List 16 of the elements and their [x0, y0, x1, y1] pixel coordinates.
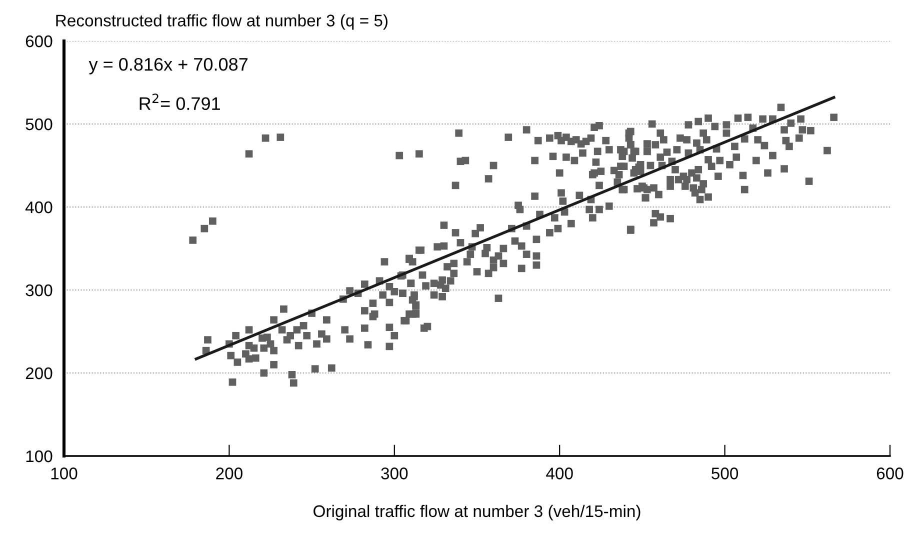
x-tick-label: 300 [381, 468, 408, 480]
x-tick-label: 500 [712, 468, 738, 480]
x-tick-label: 200 [216, 468, 242, 480]
y-tick-label: 500 [26, 118, 52, 130]
x-axis-title: Original traffic flow at number 3 (veh/15-min) [314, 504, 640, 520]
annotation: R$^{2}$= 0.791 [140, 94, 220, 110]
y-tick-label: 600 [26, 35, 52, 48]
y-tick-label: 400 [25, 201, 52, 214]
x-tick-label: 100 [51, 468, 78, 480]
x-tick-label: 600 [876, 468, 904, 480]
y-tick-label: 200 [26, 367, 52, 380]
y-tick-label: 300 [26, 284, 52, 296]
chart-title: Reconstructed traffic flow at number 3 (q = 5) [56, 14, 388, 30]
y-tick-label: 100 [26, 450, 52, 462]
x-tick-label: 400 [546, 468, 573, 480]
annotation: y = 0.816x + 70.087 [88, 58, 248, 74]
